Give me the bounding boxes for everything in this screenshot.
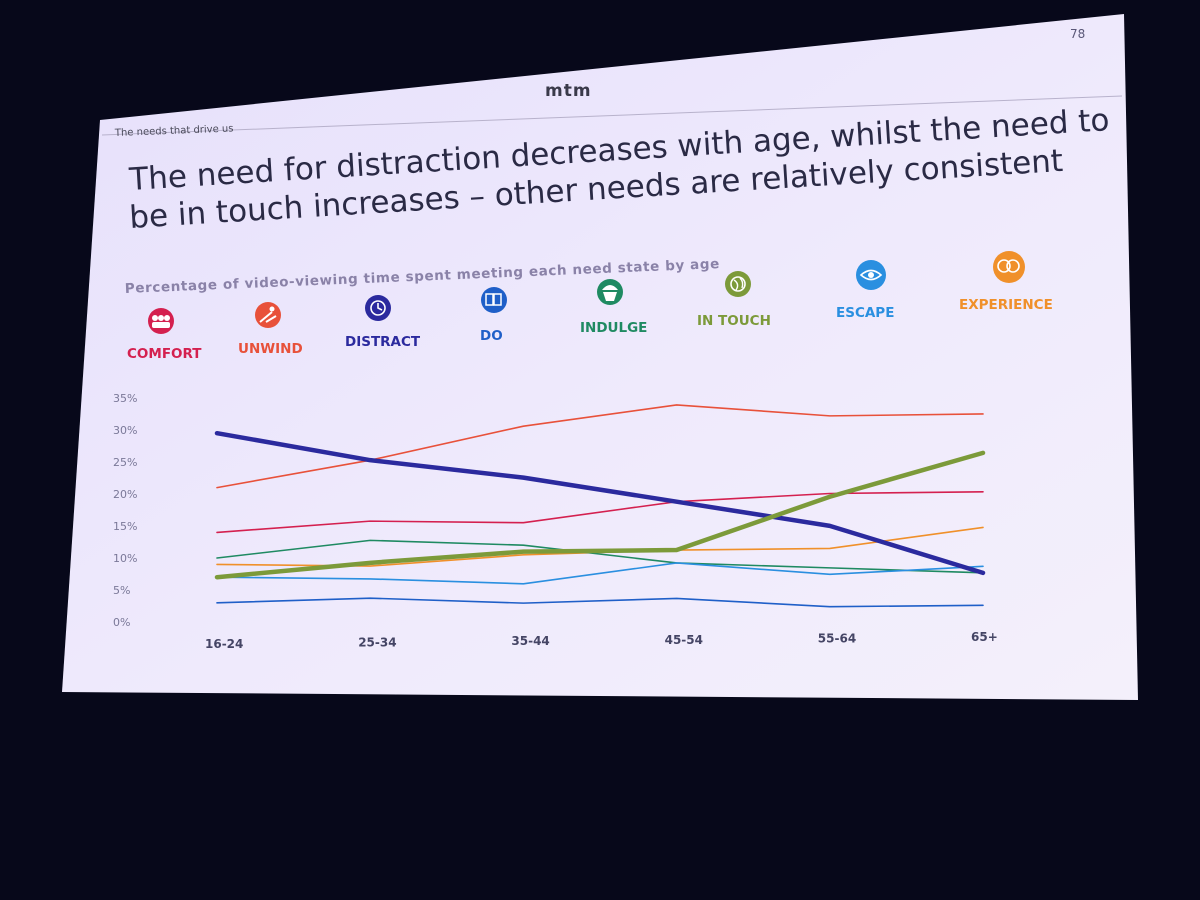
- y-tick-label: 35%: [113, 392, 137, 405]
- legend-item-distract: DISTRACT: [345, 295, 421, 350]
- legend-item-experience: EXPERIENCE: [959, 251, 1053, 313]
- y-tick-label: 5%: [113, 584, 130, 597]
- legend-item-do: DO: [480, 287, 507, 344]
- series-line-in-touch: [214, 450, 986, 580]
- legend-label-comfort: COMFORT: [127, 346, 202, 362]
- y-tick-label: 20%: [113, 488, 137, 501]
- legend-item-unwind: UNWIND: [238, 302, 303, 357]
- legend-label-escape: ESCAPE: [836, 305, 894, 321]
- chart-series: [214, 404, 986, 608]
- legend-item-in-touch: IN TOUCH: [697, 271, 771, 329]
- y-tick-label: 10%: [113, 552, 137, 565]
- y-axis-ticks: 0% 5% 10% 15% 20% 25% 30% 35%: [113, 392, 137, 629]
- y-tick-label: 30%: [113, 424, 137, 437]
- y-tick-label: 0%: [113, 616, 130, 629]
- x-tick-label: 65+: [971, 630, 998, 644]
- legend-label-indulge: INDULGE: [580, 320, 647, 336]
- slide-panel: [62, 14, 1138, 700]
- section-label: The needs that drive us: [114, 123, 234, 139]
- brand-logo: mtm: [545, 81, 592, 101]
- legend-item-comfort: COMFORT: [127, 308, 202, 362]
- series-line-do: [216, 597, 984, 608]
- legend-label-unwind: UNWIND: [238, 341, 303, 357]
- series-line-comfort: [216, 490, 984, 534]
- legend-label-in-touch: IN TOUCH: [697, 313, 771, 329]
- x-tick-label: 35-44: [511, 634, 549, 648]
- series-line-escape: [216, 562, 984, 585]
- legend-label-distract: DISTRACT: [345, 334, 421, 350]
- x-tick-label: 45-54: [665, 633, 703, 647]
- chart-legend: COMFORT UNWIND DISTRACT DO INDULGE: [127, 251, 1053, 362]
- series-line-indulge: [216, 539, 984, 574]
- x-axis-ticks: 16-24 25-34 35-44 45-54 55-64 65+: [205, 630, 998, 651]
- legend-item-indulge: INDULGE: [580, 279, 647, 336]
- x-tick-label: 16-24: [205, 637, 243, 651]
- header-divider: [101, 95, 1123, 136]
- legend-label-experience: EXPERIENCE: [959, 297, 1053, 313]
- series-line-distract: [214, 430, 986, 576]
- series-line-unwind: [216, 404, 984, 489]
- legend-item-escape: ESCAPE: [836, 260, 894, 321]
- faces-icon: [993, 251, 1025, 283]
- y-tick-label: 15%: [113, 520, 137, 533]
- legend-label-do: DO: [480, 328, 503, 344]
- x-tick-label: 25-34: [358, 636, 396, 650]
- y-tick-label: 25%: [113, 456, 137, 469]
- page-number: 78: [1070, 27, 1085, 41]
- x-tick-label: 55-64: [818, 631, 856, 645]
